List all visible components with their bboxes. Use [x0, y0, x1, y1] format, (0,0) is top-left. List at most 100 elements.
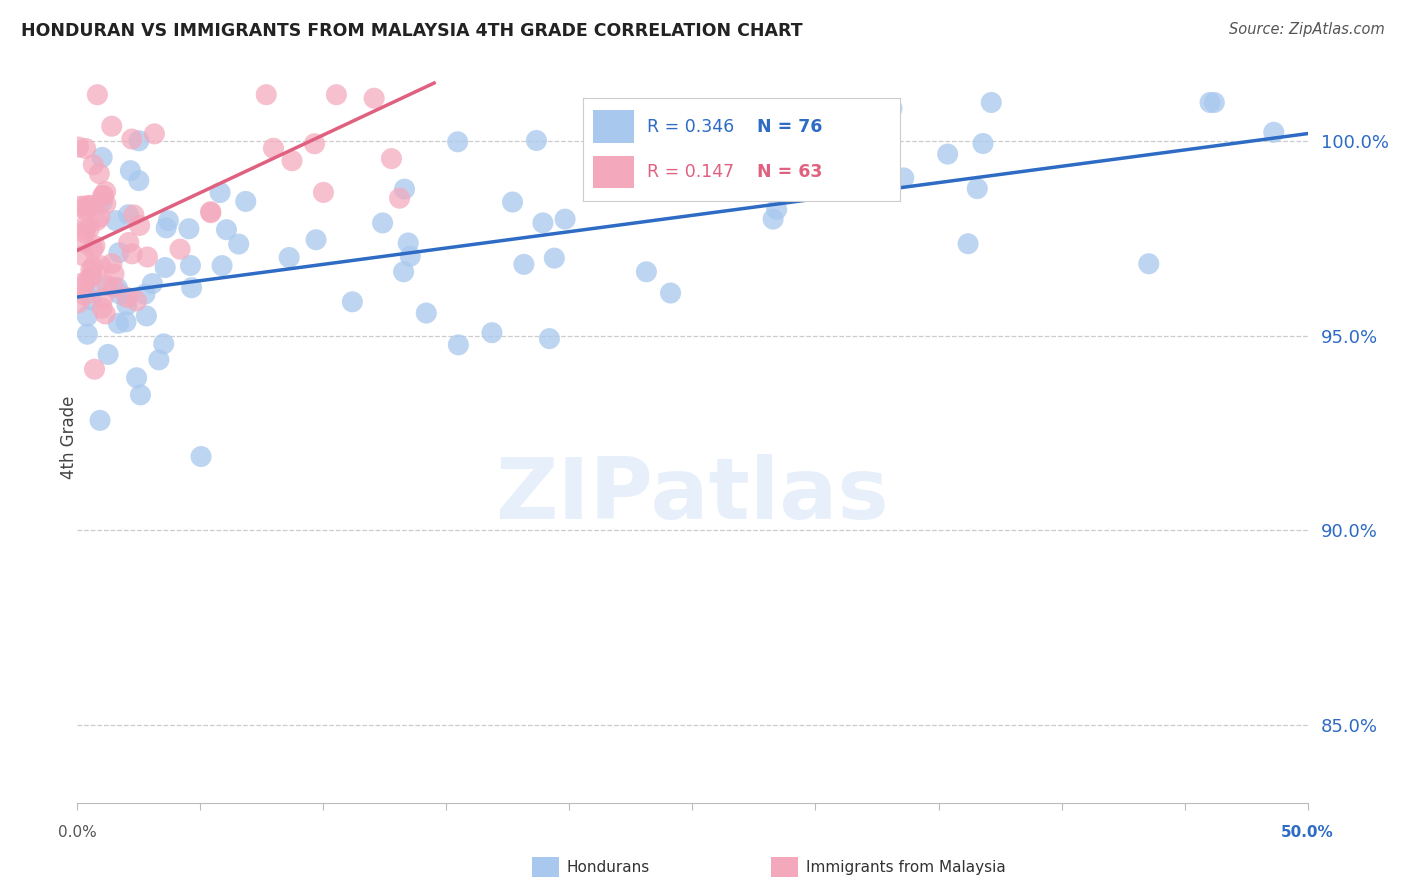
Point: [89, 167, 111, 181]
Point: [957, 236, 980, 251]
Point: [82, 260, 104, 274]
Point: [125, 293, 148, 308]
Point: [200, 205, 222, 219]
Y-axis label: 4th Grade: 4th Grade: [60, 395, 77, 479]
Point: [254, 87, 277, 102]
Point: [75, 223, 97, 237]
Point: [125, 371, 148, 385]
Point: [783, 178, 806, 193]
Point: [304, 136, 326, 151]
Point: [765, 202, 787, 217]
Point: [96, 278, 118, 293]
Text: R = 0.147: R = 0.147: [647, 163, 734, 181]
Point: [936, 147, 959, 161]
Point: [91, 150, 114, 164]
Point: [190, 450, 212, 464]
Text: Source: ZipAtlas.com: Source: ZipAtlas.com: [1229, 22, 1385, 37]
Text: N = 76: N = 76: [758, 118, 823, 136]
Point: [86, 277, 108, 292]
Point: [135, 309, 157, 323]
Point: [972, 136, 994, 151]
Point: [91, 301, 114, 315]
Point: [235, 194, 257, 209]
Text: N = 63: N = 63: [758, 163, 823, 181]
Point: [312, 186, 335, 200]
Point: [152, 336, 174, 351]
Point: [76, 309, 98, 323]
Point: [94, 185, 117, 199]
Point: [371, 216, 394, 230]
Point: [872, 158, 894, 172]
Point: [415, 306, 437, 320]
Point: [169, 242, 191, 256]
Point: [90, 259, 112, 273]
Point: [305, 233, 328, 247]
Point: [94, 307, 117, 321]
Point: [104, 213, 127, 227]
Point: [89, 210, 111, 224]
Point: [659, 286, 682, 301]
Point: [107, 316, 129, 330]
Point: [148, 352, 170, 367]
Point: [73, 288, 96, 302]
Text: HONDURAN VS IMMIGRANTS FROM MALAYSIA 4TH GRADE CORRELATION CHART: HONDURAN VS IMMIGRANTS FROM MALAYSIA 4TH…: [21, 22, 803, 40]
Point: [392, 265, 415, 279]
Point: [103, 280, 125, 294]
Point: [108, 287, 131, 301]
Point: [69, 199, 91, 213]
Point: [83, 238, 105, 252]
Point: [89, 413, 111, 427]
Point: [91, 194, 114, 209]
Point: [115, 290, 138, 304]
Point: [107, 281, 129, 295]
Text: 0.0%: 0.0%: [58, 825, 97, 840]
Point: [143, 127, 166, 141]
Point: [502, 194, 524, 209]
Text: ZIPatlas: ZIPatlas: [495, 454, 890, 537]
Point: [155, 220, 177, 235]
Point: [83, 362, 105, 376]
Point: [228, 237, 250, 252]
Point: [117, 208, 139, 222]
Text: Immigrants from Malaysia: Immigrants from Malaysia: [806, 860, 1005, 874]
Point: [153, 260, 176, 275]
Point: [103, 267, 125, 281]
Point: [543, 251, 565, 265]
Point: [966, 181, 988, 195]
Point: [129, 388, 152, 402]
Point: [73, 278, 96, 293]
Point: [180, 281, 202, 295]
Point: [100, 119, 122, 133]
Point: [278, 251, 301, 265]
Point: [72, 249, 94, 263]
Point: [75, 218, 97, 232]
Point: [215, 223, 238, 237]
Point: [980, 95, 1002, 110]
Point: [447, 338, 470, 352]
Point: [108, 245, 131, 260]
Point: [91, 292, 114, 306]
Point: [80, 268, 103, 283]
Point: [120, 163, 142, 178]
Point: [86, 87, 108, 102]
Point: [79, 198, 101, 212]
Point: [134, 287, 156, 301]
Point: [262, 141, 284, 155]
Point: [67, 140, 90, 154]
Point: [82, 242, 104, 256]
Text: R = 0.346: R = 0.346: [647, 118, 734, 136]
Point: [73, 202, 96, 217]
Point: [80, 293, 103, 307]
Point: [538, 332, 561, 346]
Point: [115, 298, 138, 312]
Point: [70, 276, 93, 290]
Point: [447, 135, 470, 149]
Point: [481, 326, 503, 340]
Text: 50.0%: 50.0%: [1281, 825, 1334, 840]
Point: [121, 132, 143, 146]
Point: [399, 249, 422, 263]
Point: [82, 158, 104, 172]
Point: [396, 235, 419, 250]
Bar: [593, 155, 634, 188]
Point: [526, 133, 548, 147]
